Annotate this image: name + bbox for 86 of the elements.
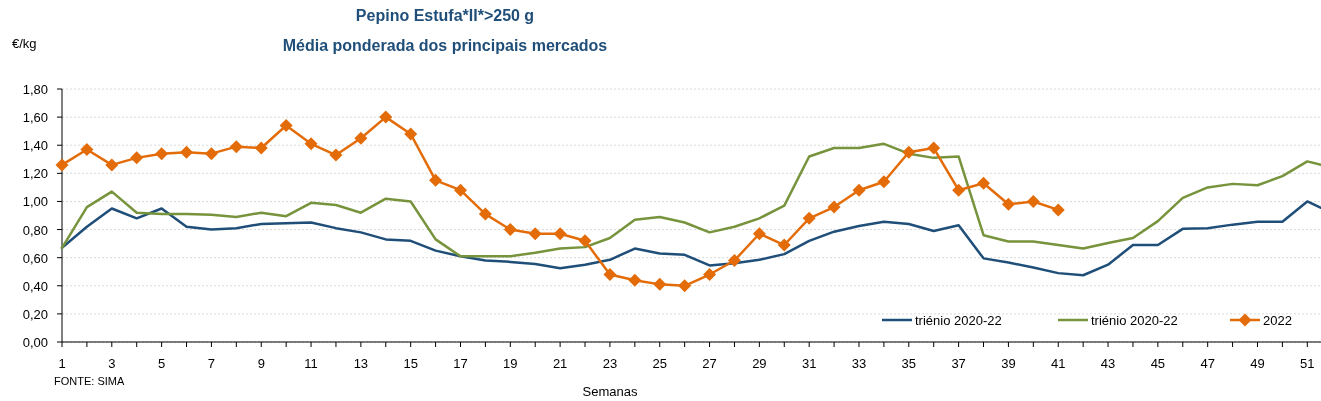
point [927, 141, 941, 155]
point [678, 279, 692, 293]
x-tick-label: 19 [503, 356, 518, 371]
x-tick-label: 15 [403, 356, 418, 371]
x-tick-label: 31 [801, 356, 817, 371]
point [130, 151, 144, 165]
x-tick-label: 51 [1300, 356, 1315, 371]
x-tick-label: 37 [951, 356, 966, 371]
point [354, 131, 368, 145]
legend-label: 2022 [1263, 313, 1292, 328]
point [902, 145, 916, 159]
point [429, 173, 443, 187]
x-tick-label: 13 [353, 356, 369, 371]
point [752, 227, 766, 241]
x-tick-label: 47 [1200, 356, 1215, 371]
y-tick-label: 0,40 [22, 278, 48, 294]
chart-subtitle: Média ponderada dos principais mercados [282, 37, 608, 54]
x-tick-label: 39 [1001, 356, 1016, 371]
x-tick-label: 29 [752, 356, 767, 371]
point [802, 211, 816, 225]
x-tick-label: 45 [1150, 356, 1166, 371]
point [329, 148, 343, 162]
point [777, 238, 791, 252]
point [55, 158, 69, 172]
point [528, 227, 542, 241]
x-tick-label: 1 [58, 356, 66, 371]
y-tick-label: 0,60 [22, 250, 48, 266]
point [379, 110, 393, 124]
point [404, 127, 418, 141]
point [628, 273, 642, 287]
legend-label: triénio 2020-22 [1091, 313, 1178, 328]
point [155, 147, 169, 161]
legend-label: triénio 2020-22 [915, 313, 1002, 328]
x-tick-label: 49 [1250, 356, 1265, 371]
point [603, 268, 617, 282]
point [478, 207, 492, 221]
point [977, 176, 991, 190]
x-tick-label: 27 [702, 356, 717, 371]
point [703, 268, 717, 282]
y-tick-label: 1,40 [22, 138, 48, 154]
x-tick-label: 21 [552, 356, 568, 371]
point [229, 140, 243, 154]
chart-title: Pepino Estufa*II*>250 g [355, 7, 535, 24]
x-tick-label: 41 [1051, 356, 1066, 371]
y-tick-label: 0,80 [22, 222, 48, 238]
x-tick-label: 5 [158, 356, 166, 371]
point [454, 183, 467, 197]
y-tick-label: 1,60 [22, 110, 48, 126]
point [877, 175, 891, 189]
point [279, 119, 293, 133]
point [1026, 194, 1040, 208]
point [503, 223, 517, 237]
x-axis-title: Semanas [582, 384, 638, 399]
y-tick-label: 1,20 [22, 166, 48, 182]
point [204, 147, 218, 161]
x-tick-label: 23 [602, 356, 618, 371]
source-note: FONTE: SIMA [54, 375, 125, 387]
y-tick-label: 1,80 [22, 82, 48, 97]
y-tick-label: 0,20 [22, 306, 48, 322]
point [1051, 203, 1065, 217]
x-tick-label: 3 [108, 356, 116, 371]
point [553, 227, 567, 241]
x-tick-label: 35 [901, 356, 917, 371]
point [578, 234, 592, 248]
point [80, 142, 94, 156]
point [653, 277, 667, 291]
x-tick-label: 7 [207, 356, 216, 371]
y-tick-label: 0,00 [22, 335, 48, 350]
point [304, 137, 318, 151]
x-tick-label: 9 [257, 356, 265, 371]
point [254, 141, 268, 155]
y-tick-label: 1,00 [22, 194, 48, 210]
y-axis-title: €/kg [12, 36, 37, 51]
x-tick-label: 17 [453, 356, 468, 371]
x-tick-label: 33 [851, 356, 867, 371]
x-tick-label: 25 [652, 356, 667, 371]
point [827, 200, 841, 214]
point [105, 158, 119, 172]
point [1001, 197, 1015, 211]
x-tick-label: 43 [1100, 356, 1116, 371]
point [852, 183, 866, 197]
point [180, 145, 194, 159]
point [952, 183, 966, 197]
line-series [60, 142, 1321, 258]
point [727, 253, 741, 267]
x-tick-label: 11 [304, 356, 318, 371]
